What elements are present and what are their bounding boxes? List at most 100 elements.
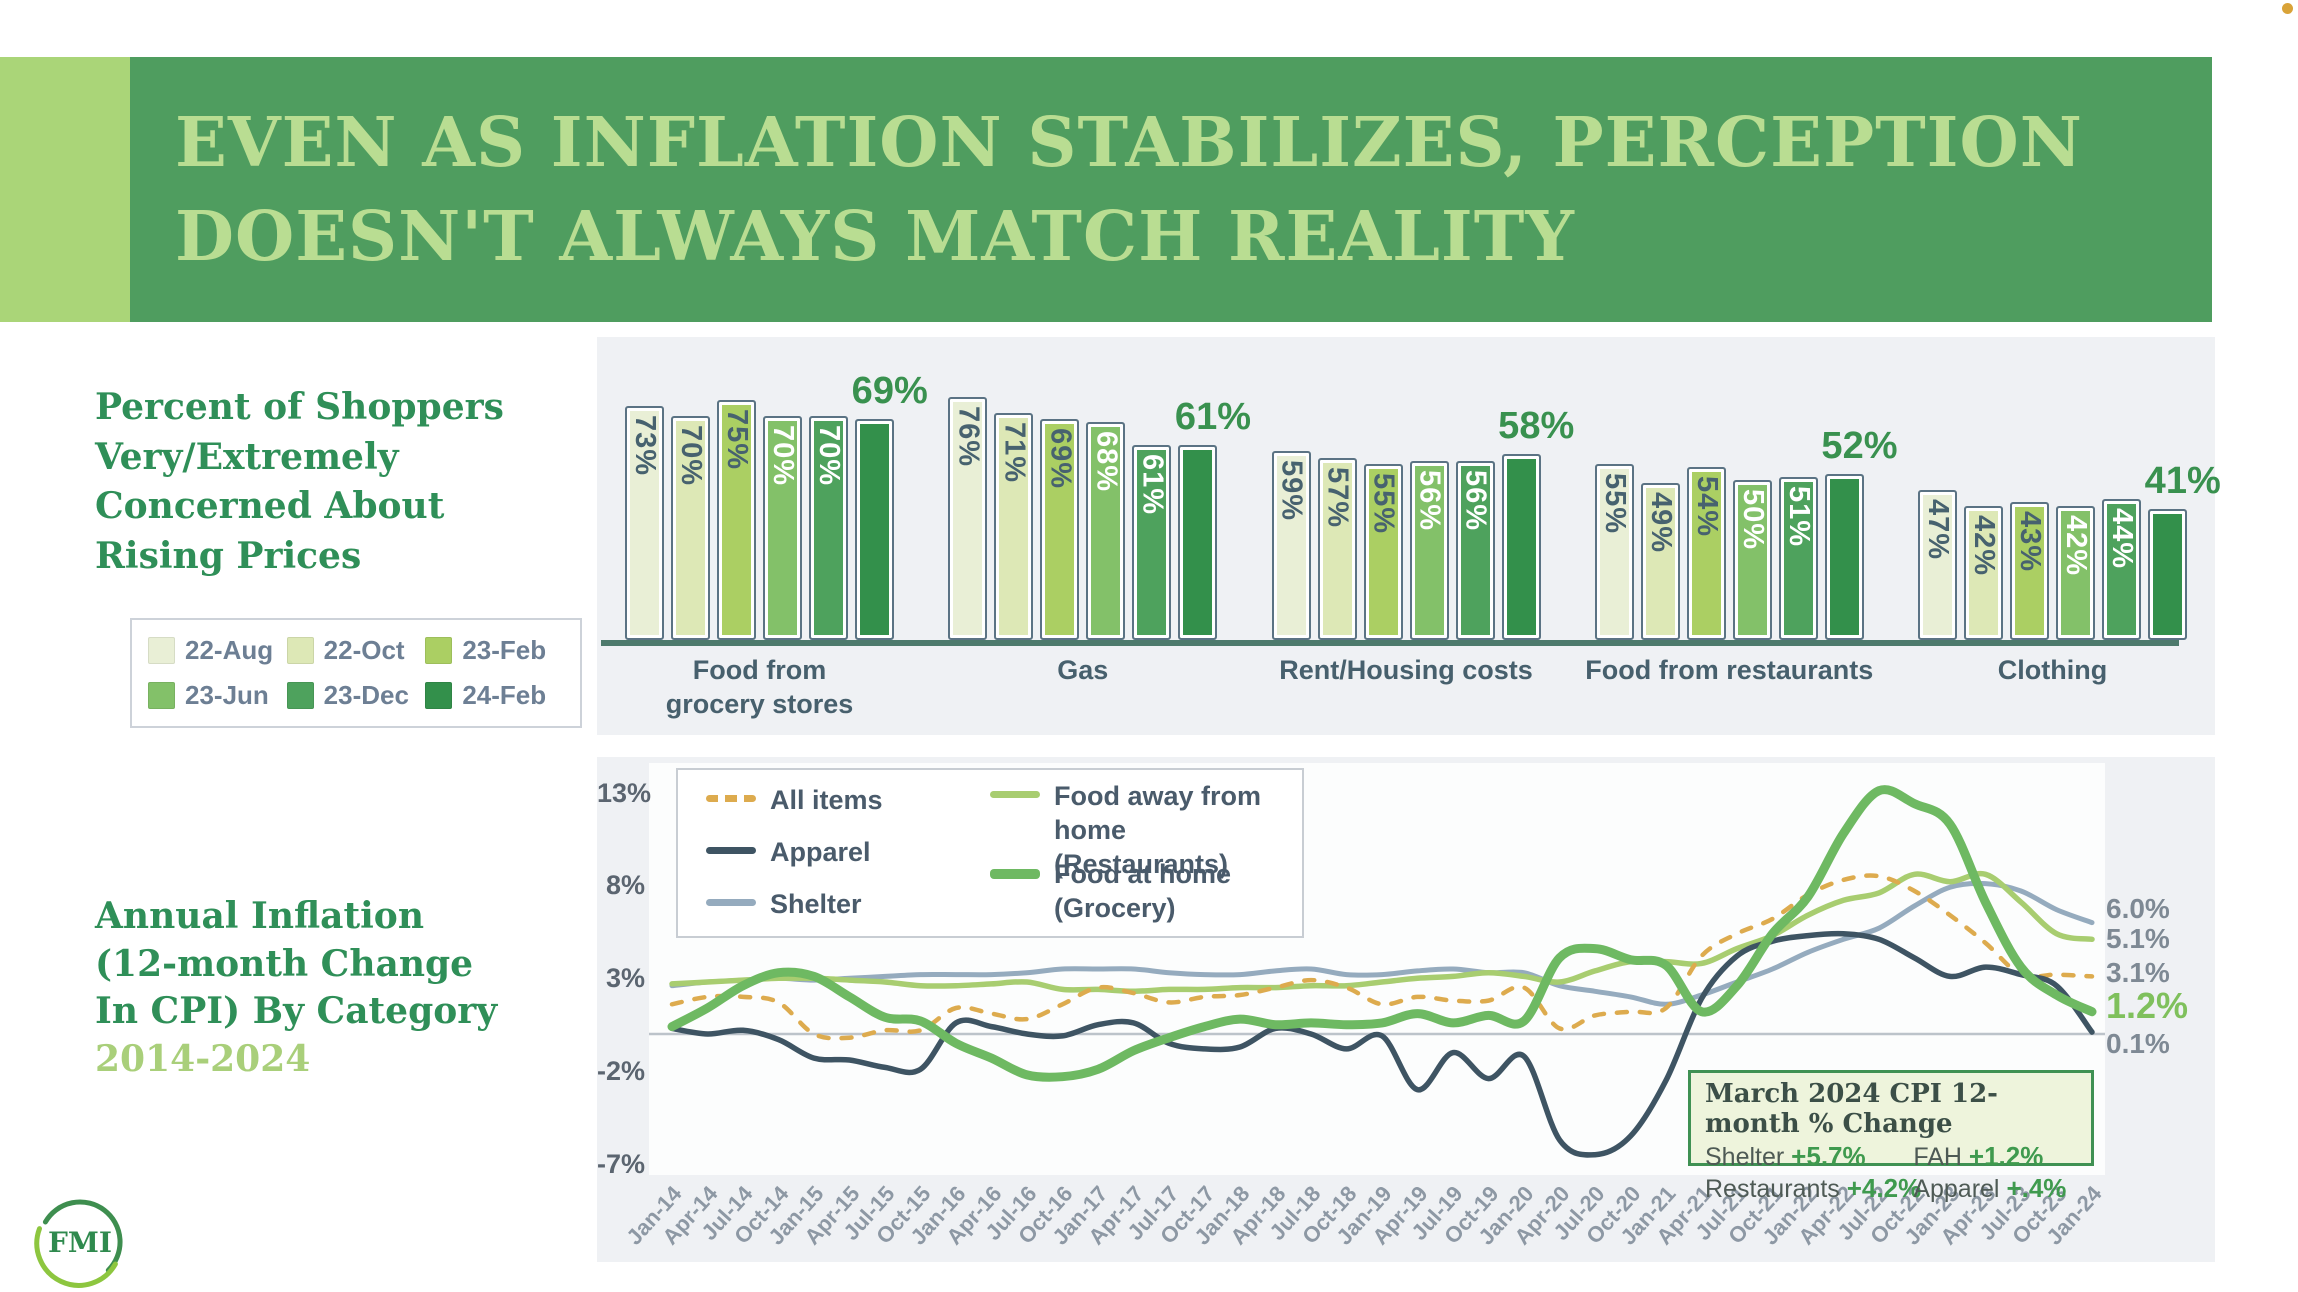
line-legend-swatch-fafh (990, 791, 1040, 798)
fmi-logo-text: FMI (48, 1226, 112, 1259)
page-title-line1: EVEN AS INFLATION STABILIZES, PERCEPTION (175, 103, 2083, 183)
bar-22-Oct: 57% (1317, 458, 1357, 640)
y-tick-13%: 13% (597, 777, 652, 808)
bar-24-Feb: 61% (1175, 396, 1251, 640)
bar-23-Feb: 69% (1040, 419, 1080, 640)
legend-label: 22-Oct (323, 635, 405, 665)
cpi-callout: March 2024 CPI 12-month % Change Shelter… (1688, 1070, 2094, 1203)
line-legend-swatch-all_items (706, 795, 756, 802)
line-legend-swatch-apparel (706, 847, 756, 854)
y-tick--2%: -2% (597, 1056, 646, 1087)
series-line-all_items (669, 873, 2095, 1041)
end-label-6.0%: 6.0% (2106, 893, 2170, 924)
legend-item-23-Dec: 23-Dec (286, 680, 426, 711)
bar-value-highlight: 41% (2144, 460, 2221, 502)
bar-22-Aug: 55% (1594, 464, 1634, 640)
bar-value: 44% (2106, 508, 2138, 570)
line-legend-item-fah: Food at home (Grocery) (990, 858, 1231, 926)
page-title-line2: DOESN'T ALWAYS MATCH REALITY (175, 197, 1575, 277)
bar-value-highlight: 52% (1821, 425, 1898, 467)
bar-23-Jun: 56% (1409, 461, 1449, 640)
legend-item-24-Feb: 24-Feb (425, 680, 564, 711)
bar-23-Feb: 43% (2010, 502, 2049, 640)
legend-item-23-Feb: 23-Feb (425, 635, 564, 666)
bar-23-Dec: 70% (809, 416, 848, 640)
bar-value: 71% (998, 422, 1031, 484)
legend-swatch-22-Oct (286, 637, 314, 664)
bar-22-Aug: 47% (1918, 490, 1957, 640)
bar-22-Aug: 76% (948, 397, 988, 640)
callout-grid: Shelter +5.7% FAH +1.2% Restaurants +4.2… (1705, 1141, 2077, 1204)
callout-entry-restaurants: Restaurants +4.2% (1705, 1172, 1922, 1203)
header-accent-block (0, 57, 130, 322)
legend-swatch-24-Feb (425, 682, 453, 709)
fmi-logo: FMI (34, 1199, 123, 1288)
bar-value: 76% (952, 406, 985, 468)
line-legend-label: Food at home (Grocery) (1054, 859, 1231, 923)
bar-22-Oct: 49% (1640, 483, 1680, 640)
callout-entry-shelter: Shelter +5.7% (1705, 1141, 1866, 1171)
bar-value: 75% (721, 409, 753, 471)
bar-value: 43% (2014, 511, 2046, 573)
legend-swatch-23-Feb (425, 637, 453, 664)
legend-item-22-Oct: 22-Oct (286, 635, 426, 666)
corner-dot (2282, 3, 2293, 14)
bar-24-Feb: 69% (852, 370, 928, 640)
legend-label: 22-Aug (185, 635, 274, 665)
bar-group: 76% 71% 69% 68% 61% 61% Gas (948, 337, 1251, 685)
bar-23-Dec: 51% (1778, 477, 1818, 640)
legend-label: 23-Feb (462, 635, 547, 665)
bar-value: 42% (1968, 515, 2000, 577)
bar-value: 51% (1782, 486, 1815, 548)
bar-group: 55% 49% 54% 50% 51% 52% Food from restaurants (1585, 337, 1897, 685)
bar-23-Jun: 68% (1086, 422, 1126, 640)
bar-23-Dec: 61% (1132, 445, 1172, 640)
bar-chart-baseline (601, 640, 2179, 646)
page-title: EVEN AS INFLATION STABILIZES, PERCEPTION… (175, 96, 2205, 284)
bar-value-highlight: 61% (1174, 396, 1251, 438)
series-line-fafh (669, 870, 2095, 995)
bar-group: 47% 42% 43% 42% 44% 41% Clothing (1918, 337, 2221, 685)
bar-23-Jun: 42% (2056, 506, 2095, 640)
bar-value: 61% (1136, 454, 1169, 516)
bar-groups: 73% 70% 75% 70% 70% 69% Food from grocery stor… (625, 337, 2221, 719)
header-band (130, 57, 2212, 322)
line-legend-item-shelter: Shelter (706, 888, 862, 922)
legend-label: 24-Feb (462, 680, 547, 710)
callout-entry-apparel: Apparel +.4% (1913, 1172, 2067, 1203)
line-chart-panel: 13% 8% 3% -2% -7% Jan-14 Apr-14 Jul-14 Oct-14 Ja… (597, 757, 2215, 1262)
fmi-logo-dark-arc (42, 1199, 123, 1273)
legend-label: 23-Jun (185, 680, 269, 710)
bar-value: 55% (1367, 473, 1400, 535)
line-legend-label: Food away from home (Restaurants) (1054, 781, 1262, 879)
bar-value: 59% (1275, 460, 1308, 522)
bar-value: 55% (1598, 473, 1631, 535)
end-label-1.2%: 1.2% (2106, 985, 2189, 1026)
bar-chart-legend: 22-Aug 22-Oct 23-Feb 23-Jun 23-Dec 24-Feb (130, 618, 582, 728)
legend-swatch-22-Aug (148, 637, 175, 664)
bar-23-Dec: 44% (2102, 499, 2141, 640)
line-chart-subheading: 2014-2024 (95, 1037, 311, 1080)
y-tick--7%: -7% (597, 1148, 646, 1179)
bar-value: 54% (1690, 476, 1723, 538)
bar-23-Feb: 55% (1363, 464, 1403, 640)
bar-22-Oct: 71% (994, 413, 1034, 640)
bar-22-Aug: 73% (625, 406, 664, 640)
bar-value: 42% (2060, 515, 2092, 577)
line-legend-item-apparel: Apparel (706, 836, 871, 870)
bar-value-highlight: 69% (851, 370, 928, 412)
y-tick-8%: 8% (605, 870, 645, 901)
legend-label: 23-Dec (323, 680, 409, 710)
bar-value: 69% (1044, 428, 1077, 490)
callout-title: March 2024 CPI 12-month % Change (1705, 1079, 1998, 1139)
bar-value: 50% (1736, 489, 1769, 551)
line-legend-label: Apparel (770, 837, 871, 867)
line-chart-legend: All items Apparel Shelter Food away from ho… (676, 768, 1304, 938)
bar-value: 47% (1922, 499, 1954, 561)
bar-value: 68% (1090, 431, 1123, 493)
bar-group-label: Gas (1057, 655, 1109, 685)
end-label-0.1%: 0.1% (2106, 1028, 2170, 1059)
bar-24-Feb: 41% (2145, 460, 2221, 640)
line-legend-swatch-shelter (706, 899, 756, 906)
